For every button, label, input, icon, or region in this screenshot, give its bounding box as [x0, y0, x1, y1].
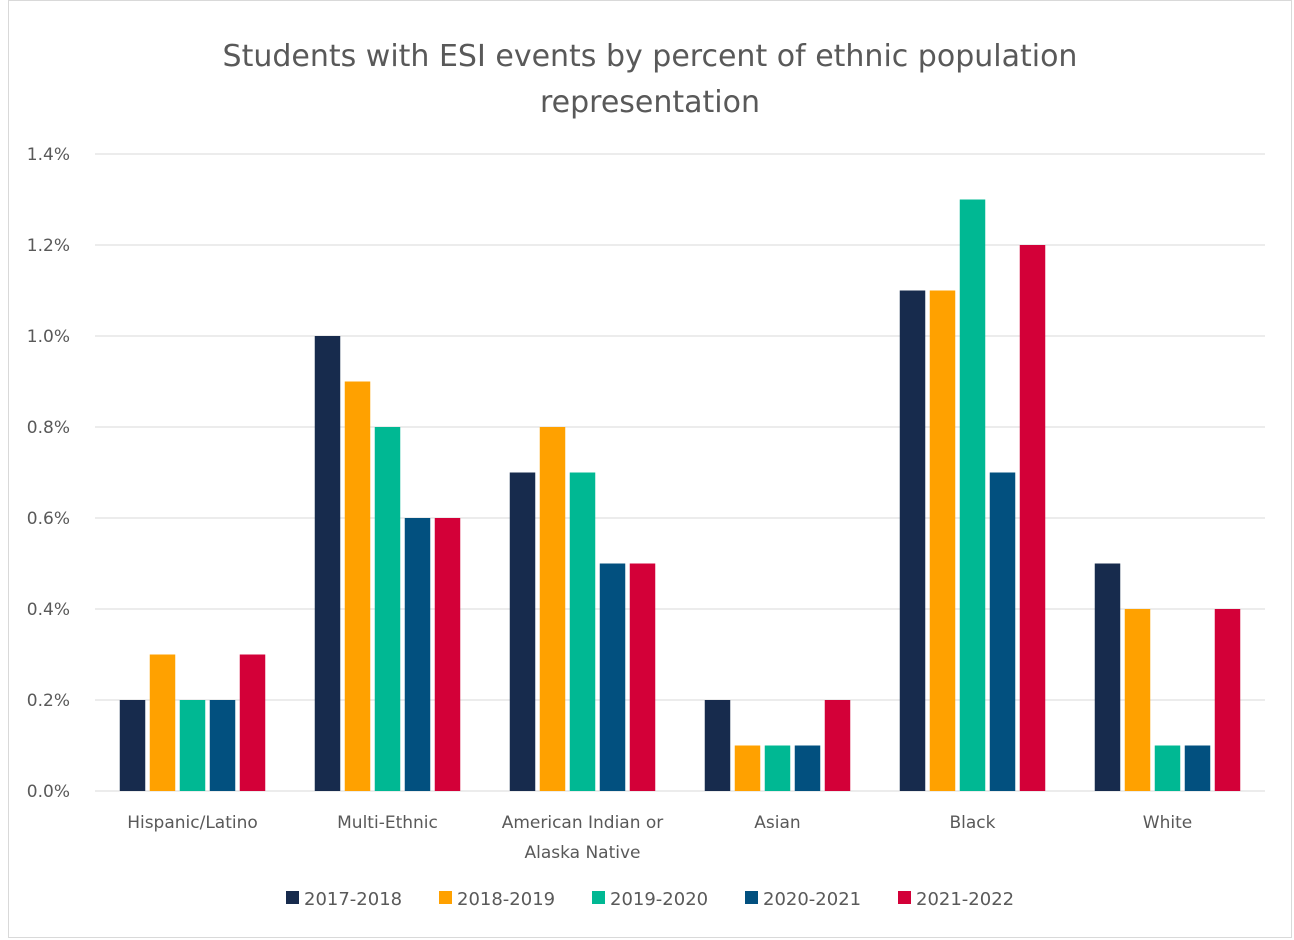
bar-2020-2021: [599, 563, 626, 791]
bar-2018-2019: [149, 654, 176, 791]
y-tick-label: 0.0%: [27, 782, 70, 802]
bar-2018-2019: [929, 290, 956, 791]
bar-2018-2019: [539, 427, 566, 791]
bar-2021-2022: [629, 563, 656, 791]
bar-2020-2021: [1184, 745, 1211, 791]
bar-2019-2020: [179, 700, 206, 791]
legend-label: 2021-2022: [916, 889, 1014, 910]
y-tick-label: 1.0%: [27, 327, 70, 347]
bar-2021-2022: [824, 700, 851, 791]
x-category-label: Hispanic/Latino: [127, 813, 258, 833]
bar-2019-2020: [374, 427, 401, 791]
y-tick-label: 0.6%: [27, 509, 70, 529]
bar-2017-2018: [1094, 563, 1121, 791]
chart-title: representation: [540, 85, 760, 120]
bar-2019-2020: [764, 745, 791, 791]
legend-label: 2019-2020: [610, 889, 708, 910]
bar-2021-2022: [1214, 609, 1241, 791]
bar-2017-2018: [314, 336, 341, 791]
x-category-label: American Indian or: [502, 813, 664, 833]
bar-2020-2021: [209, 700, 236, 791]
y-tick-label: 0.8%: [27, 418, 70, 438]
bar-2018-2019: [344, 381, 371, 791]
bar-2019-2020: [569, 472, 596, 791]
chart-title: Students with ESI events by percent of e…: [223, 39, 1078, 74]
y-tick-label: 0.4%: [27, 600, 70, 620]
x-category-label: White: [1143, 813, 1192, 833]
bar-2017-2018: [899, 290, 926, 791]
legend-swatch: [286, 891, 299, 904]
legend-swatch: [745, 891, 758, 904]
legend-label: 2018-2019: [457, 889, 555, 910]
bar-2019-2020: [1154, 745, 1181, 791]
bar-2019-2020: [959, 199, 986, 791]
x-category-label: Asian: [754, 813, 800, 833]
bar-2017-2018: [704, 700, 731, 791]
x-category-label: Multi-Ethnic: [337, 813, 438, 833]
x-category-label: Black: [950, 813, 996, 833]
bar-2020-2021: [794, 745, 821, 791]
y-tick-label: 1.2%: [27, 236, 70, 256]
bar-2021-2022: [239, 654, 266, 791]
bar-2017-2018: [509, 472, 536, 791]
bar-2021-2022: [434, 518, 461, 791]
legend-label: 2020-2021: [763, 889, 861, 910]
bar-2018-2019: [1124, 609, 1151, 791]
bar-2018-2019: [734, 745, 761, 791]
legend-swatch: [898, 891, 911, 904]
x-category-label: Alaska Native: [524, 843, 640, 863]
bar-2020-2021: [989, 472, 1016, 791]
bar-2021-2022: [1019, 245, 1046, 791]
bar-2020-2021: [404, 518, 431, 791]
legend-swatch: [592, 891, 605, 904]
legend-label: 2017-2018: [304, 889, 402, 910]
y-tick-label: 0.2%: [27, 691, 70, 711]
y-tick-label: 1.4%: [27, 145, 70, 165]
bar-2017-2018: [119, 700, 146, 791]
legend-swatch: [439, 891, 452, 904]
